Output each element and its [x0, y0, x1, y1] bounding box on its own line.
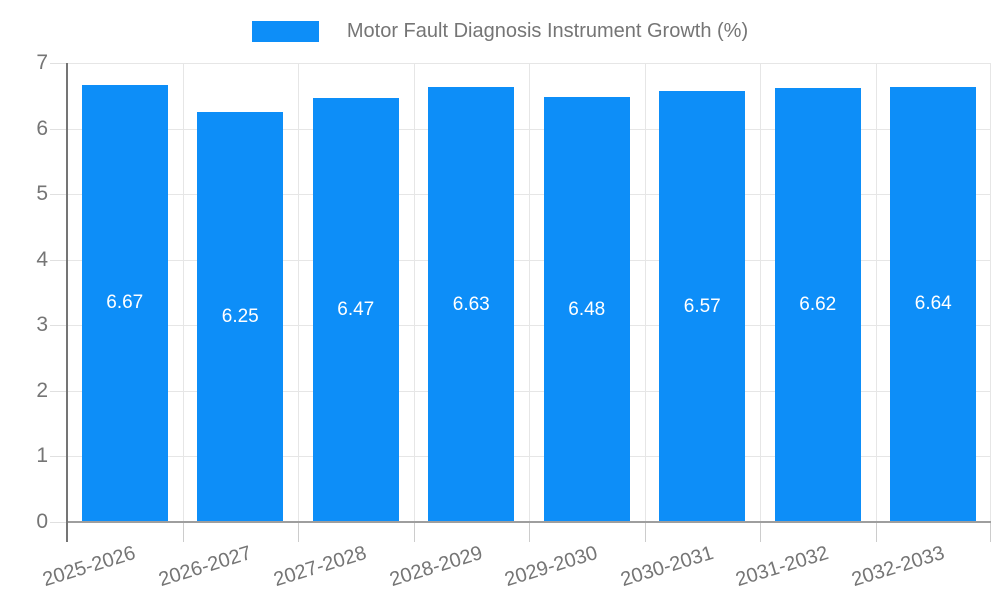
bar-2029-2030[interactable]: 6.48 — [543, 97, 630, 522]
bar-2031-2032[interactable]: 6.62 — [774, 87, 861, 522]
x-axis-label: 2031-2032 — [733, 542, 832, 592]
bar-2027-2028[interactable]: 6.47 — [312, 97, 399, 522]
x-axis-label: 2027-2028 — [271, 542, 370, 592]
x-axis-tick — [990, 522, 991, 542]
y-axis-tick — [50, 259, 67, 261]
y-axis-label: 7 — [36, 51, 48, 74]
y-axis-label: 6 — [36, 116, 48, 140]
bar-2028-2029[interactable]: 6.63 — [428, 87, 515, 522]
y-axis-tick — [50, 194, 67, 196]
y-axis-tick — [50, 63, 67, 64]
gridline-vertical — [298, 63, 299, 522]
x-axis-label: 2030-2031 — [617, 542, 716, 592]
chart-legend: Motor Fault Diagnosis Instrument Growth … — [0, 20, 1000, 43]
y-axis-tick — [50, 522, 67, 523]
legend-label: Motor Fault Diagnosis Instrument Growth … — [346, 20, 749, 42]
bar-2025-2026[interactable]: 6.67 — [81, 84, 168, 522]
bar-value-label: 6.48 — [568, 298, 606, 320]
bar-value-label: 6.62 — [799, 293, 837, 315]
y-axis-label: 3 — [36, 313, 48, 337]
bar-value-label: 6.64 — [914, 293, 952, 315]
bar-value-label: 6.63 — [452, 293, 490, 315]
y-axis-label: 0 — [36, 510, 48, 533]
x-axis-tick — [875, 522, 877, 542]
gridline-vertical — [182, 63, 184, 522]
x-axis-tick — [529, 522, 530, 542]
bar-2026-2027[interactable]: 6.25 — [197, 112, 284, 522]
x-axis-label: 2029-2030 — [502, 542, 601, 592]
y-axis-tick — [50, 456, 67, 458]
y-axis-label: 2 — [36, 378, 48, 402]
x-axis-tick — [760, 522, 761, 542]
x-axis-tick — [182, 522, 184, 542]
plot-area: 0 1 2 3 4 5 6 7 6.67 2025-2026 6.25 2026-2027 6.47 20… — [36, 52, 991, 591]
y-axis-tick — [50, 325, 67, 327]
bar-value-label: 6.57 — [683, 295, 721, 317]
gridline-vertical — [644, 63, 646, 522]
x-axis-tick — [644, 522, 646, 542]
bar-value-label: 6.67 — [106, 292, 144, 314]
gridline-vertical — [529, 63, 530, 522]
y-axis-label: 1 — [36, 444, 48, 468]
gridline-vertical — [990, 63, 991, 522]
x-axis-label: 2032-2033 — [848, 542, 947, 592]
x-axis-baseline — [67, 521, 991, 523]
gridline-vertical — [760, 63, 761, 522]
bar-value-label: 6.25 — [221, 306, 259, 328]
y-axis-line — [66, 63, 68, 542]
x-axis-tick — [298, 522, 299, 542]
y-axis-label: 4 — [36, 247, 48, 271]
legend-item[interactable]: Motor Fault Diagnosis Instrument Growth … — [251, 20, 749, 43]
bar-2030-2031[interactable]: 6.57 — [659, 91, 746, 522]
bar-value-label: 6.47 — [337, 298, 375, 320]
x-axis-label: 2026-2027 — [155, 542, 254, 592]
gridline-vertical — [875, 63, 877, 522]
y-axis-label: 5 — [36, 182, 48, 206]
x-axis-label: 2028-2029 — [386, 542, 485, 592]
bar-2032-2033[interactable]: 6.64 — [890, 86, 977, 522]
x-axis-label: 2025-2026 — [40, 542, 139, 592]
y-axis-tick — [50, 390, 67, 392]
gridline-vertical — [413, 63, 415, 522]
legend-swatch-icon — [251, 21, 319, 42]
x-axis-tick — [413, 522, 415, 542]
y-axis-tick — [50, 128, 67, 130]
